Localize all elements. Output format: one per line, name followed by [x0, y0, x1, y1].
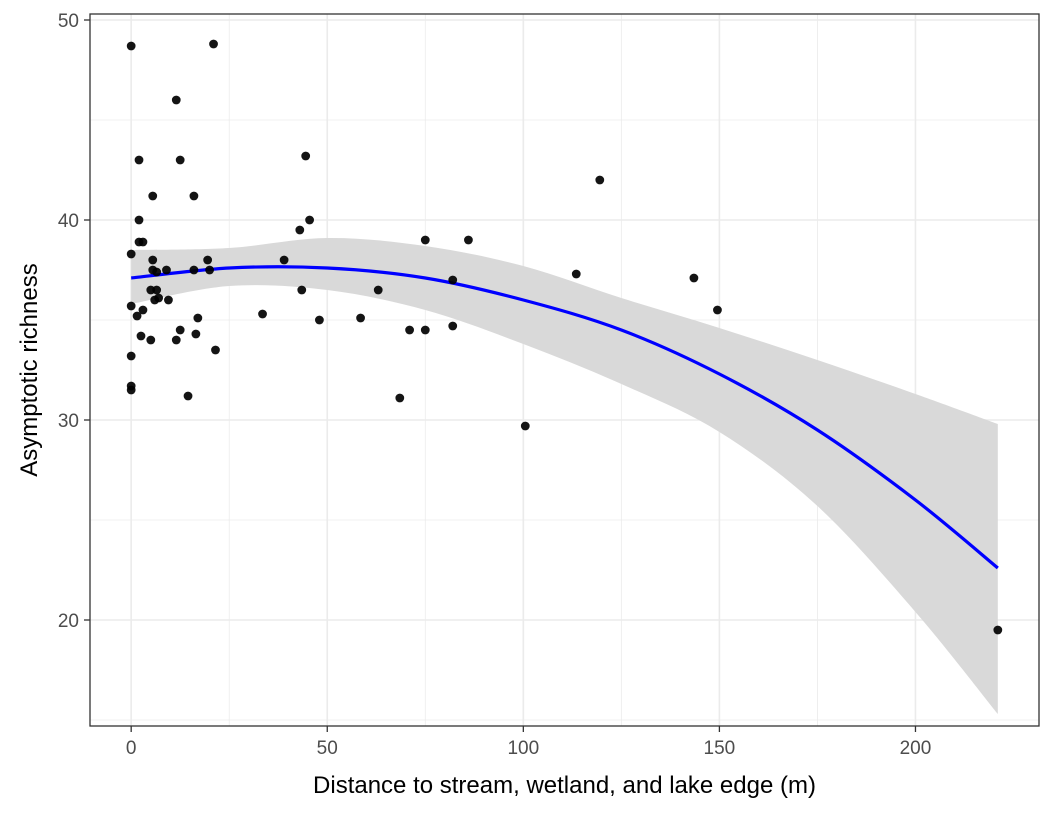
- data-point: [689, 273, 699, 283]
- data-point: [136, 331, 146, 341]
- data-point: [138, 305, 148, 315]
- data-point: [189, 265, 199, 275]
- data-point: [258, 309, 267, 319]
- grid-lines: [90, 14, 1039, 726]
- data-points: [126, 39, 1003, 635]
- y-tick-label: 20: [58, 611, 79, 632]
- data-point: [713, 305, 722, 315]
- x-axis-title: Distance to stream, wetland, and lake ed…: [313, 772, 816, 799]
- data-point: [148, 255, 158, 265]
- data-point: [295, 225, 305, 235]
- data-point: [134, 215, 144, 225]
- data-point: [520, 421, 530, 431]
- data-point: [305, 215, 315, 225]
- data-point: [126, 301, 136, 311]
- confidence-ribbon: [131, 237, 998, 714]
- data-point: [171, 95, 181, 105]
- y-tick-label: 50: [58, 11, 79, 32]
- data-point: [279, 255, 289, 265]
- data-point: [162, 265, 171, 275]
- data-point: [126, 41, 136, 51]
- data-point: [193, 313, 203, 323]
- data-point: [211, 345, 220, 355]
- panel-border: [89, 13, 1040, 727]
- data-point: [152, 285, 162, 295]
- data-point: [595, 175, 605, 185]
- data-point: [189, 191, 199, 201]
- axis-ticks: 0 50 100 150 200 20 30 40 50: [58, 11, 931, 759]
- smooth-trend-line: [131, 265, 999, 570]
- data-point: [132, 311, 142, 321]
- data-point: [146, 335, 156, 345]
- data-point: [571, 269, 581, 279]
- data-point: [134, 155, 144, 165]
- data-point: [373, 285, 383, 295]
- y-axis-title: Asymptotic richness: [16, 263, 43, 476]
- data-point: [301, 151, 311, 161]
- data-point: [395, 393, 405, 403]
- data-point: [464, 235, 473, 245]
- data-point: [150, 295, 160, 305]
- data-point: [152, 267, 162, 277]
- data-point: [420, 325, 430, 335]
- x-tick-label: 50: [317, 738, 338, 759]
- x-tick-label: 0: [126, 738, 137, 759]
- data-point: [448, 275, 458, 285]
- data-point: [420, 235, 430, 245]
- y-tick-label: 40: [58, 211, 79, 232]
- data-point: [175, 155, 185, 165]
- data-point: [171, 335, 181, 345]
- data-point: [203, 255, 213, 265]
- x-tick-label: 150: [704, 738, 736, 759]
- x-tick-label: 100: [507, 738, 539, 759]
- data-point: [993, 625, 1003, 635]
- data-point: [138, 237, 148, 247]
- data-point: [205, 265, 215, 275]
- data-point: [148, 191, 158, 201]
- data-point: [183, 391, 193, 401]
- data-point: [405, 325, 415, 335]
- data-point: [164, 295, 173, 305]
- data-point: [126, 351, 136, 361]
- data-point: [126, 385, 136, 395]
- data-point: [356, 313, 365, 323]
- x-tick-label: 200: [900, 738, 932, 759]
- data-point: [315, 315, 324, 325]
- y-tick-label: 30: [58, 411, 79, 432]
- data-point: [448, 321, 458, 331]
- data-point: [297, 285, 307, 295]
- data-point: [175, 325, 185, 335]
- data-point: [209, 39, 218, 49]
- data-point: [126, 249, 136, 259]
- data-point: [191, 329, 201, 339]
